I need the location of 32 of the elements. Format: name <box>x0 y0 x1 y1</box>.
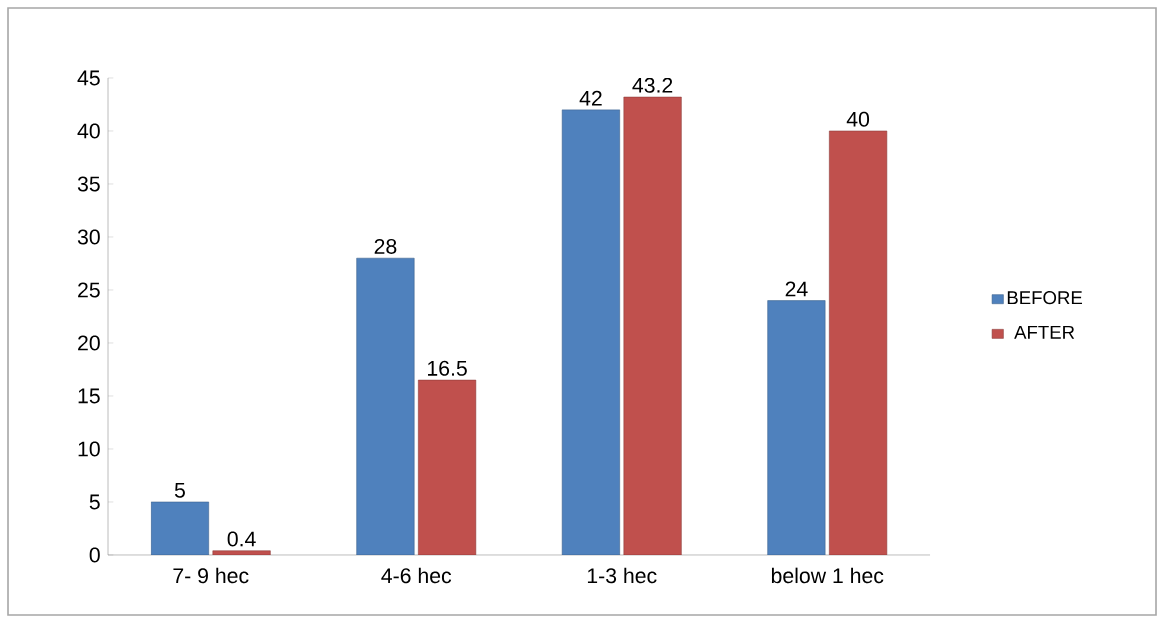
y-tick-label: 10 <box>78 441 100 457</box>
bar <box>418 379 477 555</box>
y-tick-label: 30 <box>77 229 100 245</box>
legend-label: BEFORE <box>1007 291 1083 305</box>
data-label: 0.4 <box>227 531 256 547</box>
y-tick-label: 15 <box>78 388 100 404</box>
bar <box>829 130 888 555</box>
data-label: 40 <box>846 111 870 127</box>
data-label: 42 <box>579 90 602 106</box>
data-label: 16.5 <box>428 360 467 376</box>
bar <box>767 300 826 555</box>
bar <box>623 96 682 555</box>
y-tick-label: 5 <box>89 494 100 510</box>
data-label: 28 <box>374 238 397 254</box>
y-tick-label: 35 <box>77 176 100 192</box>
bar <box>356 257 415 555</box>
legend-label: AFTER <box>1014 325 1075 339</box>
x-tick-label: 1-3 hec <box>587 567 657 584</box>
x-tick-label: below 1 hec <box>771 567 884 584</box>
data-label: 24 <box>785 281 808 297</box>
y-tick-label: 0 <box>89 547 100 563</box>
y-tick-label: 45 <box>77 70 100 86</box>
bar <box>212 550 271 555</box>
x-tick-label: 4-6 hec <box>381 567 452 584</box>
data-label: 43.2 <box>632 77 673 93</box>
x-tick-label: 7- 9 hec <box>173 567 249 584</box>
data-label: 5 <box>174 482 185 498</box>
y-tick-label: 40 <box>77 123 100 139</box>
y-tick-label: 25 <box>78 282 100 298</box>
bar <box>561 109 620 555</box>
bar <box>150 501 209 555</box>
y-tick-label: 20 <box>78 335 100 351</box>
